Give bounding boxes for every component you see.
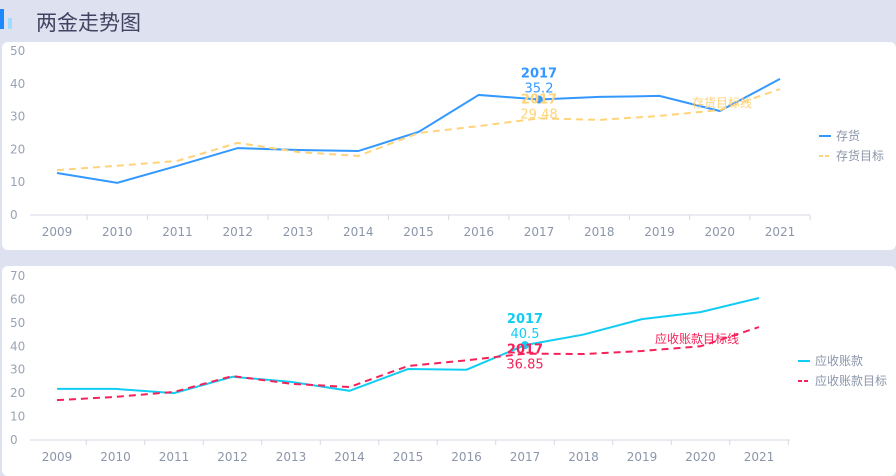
header-accent-bar bbox=[0, 9, 4, 29]
x-tick-label: 2009 bbox=[42, 450, 73, 464]
stock-chart-panel: 0 10 20 30 40 50 2009 2010 2011 2012 2013 2014 2015 2… bbox=[2, 42, 896, 250]
x-tick-label: 2010 bbox=[100, 450, 131, 464]
series-line-1 bbox=[56, 88, 781, 172]
x-tick-label: 2015 bbox=[403, 225, 434, 239]
y-tick-label: 30 bbox=[10, 363, 25, 377]
x-tick-label: 2012 bbox=[222, 225, 253, 239]
y-tick-label: 10 bbox=[10, 175, 25, 189]
x-tick-label: 2016 bbox=[451, 450, 482, 464]
y-tick-label: 20 bbox=[10, 386, 25, 400]
x-tick-label: 2014 bbox=[343, 225, 374, 239]
x-tick-label: 2010 bbox=[102, 225, 133, 239]
x-tick-label: 2017 bbox=[510, 450, 541, 464]
x-tick-label: 2019 bbox=[627, 450, 658, 464]
y-tick-label: 50 bbox=[10, 44, 25, 58]
x-tick-label: 2012 bbox=[217, 450, 248, 464]
x-tick-label: 2011 bbox=[159, 450, 190, 464]
y-tick-label: 10 bbox=[10, 410, 25, 424]
x-tick-label: 2019 bbox=[644, 225, 675, 239]
x-tick-label: 2016 bbox=[463, 225, 494, 239]
x-tick-label: 2013 bbox=[276, 450, 307, 464]
series-line-0 bbox=[57, 297, 760, 395]
x-tick-label: 2014 bbox=[334, 450, 365, 464]
y-tick-label: 0 bbox=[10, 433, 18, 447]
annotation-year: 2017 bbox=[521, 67, 557, 82]
annotation-value: 29.48 bbox=[520, 107, 557, 122]
y-tick-label: 60 bbox=[10, 292, 25, 306]
annotation-value: 40.5 bbox=[511, 327, 540, 342]
series-line-0 bbox=[56, 77, 781, 184]
x-tick-label: 2011 bbox=[162, 225, 193, 239]
y-tick-label: 40 bbox=[10, 77, 25, 91]
legend-label: 应收账款目标 bbox=[815, 373, 887, 388]
y-tick-label: 0 bbox=[10, 208, 18, 222]
x-tick-label: 2018 bbox=[568, 450, 599, 464]
y-tick-label: 50 bbox=[10, 316, 25, 330]
header-accent-bar-light bbox=[8, 18, 12, 29]
legend-label: 存货目标 bbox=[836, 148, 884, 163]
x-tick-label: 2013 bbox=[283, 225, 314, 239]
x-tick-label: 2015 bbox=[393, 450, 424, 464]
page-title: 两金走势图 bbox=[36, 11, 141, 35]
receivables-chart: 0 10 20 30 40 50 60 70 2009 2010 2011 2012 2013 2014 2… bbox=[10, 269, 887, 464]
y-tick-label: 40 bbox=[10, 339, 25, 353]
annotation-year: 2017 bbox=[521, 92, 557, 107]
x-tick-label: 2020 bbox=[704, 225, 735, 239]
annotation-value: 35.2 bbox=[525, 82, 554, 97]
annotation-year: 2017 bbox=[507, 312, 543, 327]
x-tick-label: 2009 bbox=[42, 225, 73, 239]
x-tick-label: 2021 bbox=[744, 450, 775, 464]
legend-label: 应收账款 bbox=[815, 353, 863, 368]
annotation-value: 36.85 bbox=[506, 358, 543, 373]
legend-label: 存货 bbox=[836, 128, 860, 143]
x-tick-label: 2020 bbox=[685, 450, 716, 464]
target-line-label: 应收账款目标线 bbox=[655, 331, 739, 346]
x-tick-label: 2021 bbox=[765, 225, 796, 239]
x-tick-label: 2018 bbox=[584, 225, 615, 239]
annotation-year: 2017 bbox=[507, 343, 543, 358]
y-tick-label: 70 bbox=[10, 269, 25, 283]
series-line-1 bbox=[56, 326, 760, 402]
highlight-point bbox=[535, 95, 543, 104]
y-tick-label: 30 bbox=[10, 110, 25, 124]
receivables-chart-panel: 0 10 20 30 40 50 60 70 2009 2010 2011 2012 2013 2014 2… bbox=[2, 266, 896, 476]
highlight-point bbox=[521, 341, 529, 350]
target-line-label: 存货目标线 bbox=[692, 95, 752, 110]
x-tick-label: 2017 bbox=[524, 225, 555, 239]
y-tick-label: 20 bbox=[10, 142, 25, 156]
stock-chart: 0 10 20 30 40 50 2009 2010 2011 2012 2013 2014 2015 2… bbox=[10, 44, 884, 239]
header: 两金走势图 bbox=[0, 0, 896, 40]
